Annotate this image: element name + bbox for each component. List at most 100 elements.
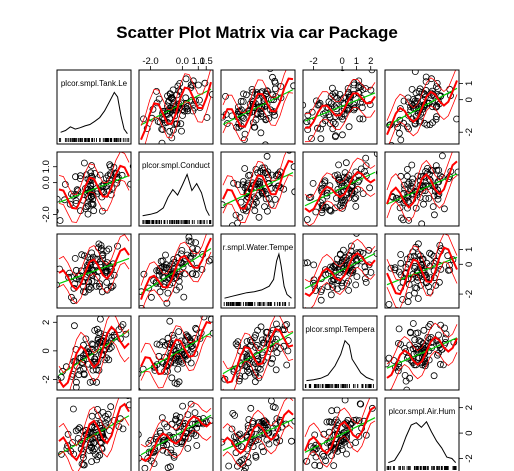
data-point	[76, 354, 84, 362]
data-point	[89, 447, 97, 455]
data-point	[189, 249, 197, 257]
data-point	[400, 119, 408, 127]
data-point	[192, 432, 200, 440]
panel-frame	[384, 69, 460, 145]
smooth-lower-band	[149, 429, 212, 471]
data-point	[294, 424, 295, 427]
data-point	[405, 292, 413, 299]
data-point	[240, 90, 247, 98]
data-point	[248, 86, 256, 93]
data-point	[352, 439, 360, 446]
data-point	[409, 184, 417, 192]
right-tick-label: 0	[464, 262, 475, 267]
data-point	[271, 85, 279, 93]
data-point	[269, 355, 276, 363]
data-point	[348, 242, 355, 250]
data-point	[70, 405, 77, 413]
panel-r2-c1	[56, 151, 132, 227]
data-point	[357, 165, 365, 173]
data-point	[80, 365, 87, 373]
smooth-fit-line	[386, 160, 458, 209]
data-point	[310, 261, 318, 269]
panel-frame	[138, 233, 214, 309]
data-point	[167, 94, 175, 102]
panel-frame	[220, 69, 296, 145]
smooth-upper-band	[304, 238, 376, 283]
top-tick-label: 2	[368, 56, 373, 67]
panel-frame	[302, 315, 378, 391]
data-point	[91, 348, 98, 356]
data-point	[409, 270, 417, 278]
data-point	[338, 204, 346, 212]
data-point	[86, 447, 93, 454]
smooth-fit-line	[304, 251, 376, 298]
data-point	[87, 284, 95, 292]
data-point	[352, 202, 360, 210]
panel-frame	[220, 151, 296, 227]
data-point	[425, 194, 433, 202]
panel-r3-c5	[384, 233, 460, 309]
data-point	[411, 344, 419, 351]
data-point	[99, 434, 107, 442]
smooth-upper-band	[386, 322, 458, 365]
data-point	[272, 366, 280, 374]
data-point	[159, 439, 167, 447]
data-point	[305, 194, 313, 202]
data-point	[141, 464, 149, 471]
data-point	[188, 270, 196, 278]
data-point	[425, 283, 433, 291]
data-point	[397, 136, 405, 144]
data-point	[402, 377, 410, 385]
smooth-fit-line	[58, 402, 130, 462]
data-point	[108, 334, 116, 341]
data-point	[345, 277, 352, 285]
data-point	[420, 342, 428, 350]
data-point	[394, 123, 402, 131]
smooth-fit-line	[58, 164, 130, 210]
smooth-upper-band	[222, 70, 287, 114]
data-point	[88, 340, 96, 348]
data-point	[339, 115, 347, 123]
data-point	[335, 161, 343, 169]
data-point	[235, 120, 243, 127]
data-point	[342, 159, 350, 167]
data-point	[353, 234, 360, 237]
data-point	[214, 82, 220, 88]
data-point	[185, 334, 193, 341]
top-tick-label: 1	[354, 56, 359, 67]
data-point	[221, 375, 229, 383]
smooth-lower-band	[142, 251, 212, 308]
data-point	[80, 454, 87, 462]
data-point	[99, 207, 106, 215]
data-point	[110, 299, 116, 305]
data-point	[351, 187, 359, 195]
data-point	[350, 416, 358, 424]
data-point	[403, 386, 411, 390]
data-point	[332, 105, 340, 113]
data-point	[437, 265, 445, 273]
right-tick-label: -2	[464, 454, 475, 462]
data-point	[408, 161, 416, 169]
data-point	[117, 323, 125, 331]
smooth-upper-band	[140, 316, 204, 361]
data-point	[125, 398, 131, 399]
data-point	[284, 347, 292, 355]
data-point	[322, 457, 330, 465]
panel-r2-c3	[220, 151, 296, 227]
data-point	[325, 98, 333, 106]
density-curve	[306, 339, 374, 382]
data-point	[317, 135, 325, 143]
data-point	[362, 154, 370, 162]
data-point	[425, 175, 433, 183]
data-point	[263, 87, 271, 94]
data-point	[288, 437, 295, 445]
data-point	[174, 365, 182, 373]
data-point	[433, 83, 440, 90]
data-point	[368, 404, 376, 412]
data-point	[432, 115, 440, 123]
panel-frame	[220, 397, 296, 471]
data-point	[170, 255, 178, 263]
data-point	[198, 266, 206, 273]
data-point	[234, 342, 242, 350]
data-point	[237, 97, 245, 105]
